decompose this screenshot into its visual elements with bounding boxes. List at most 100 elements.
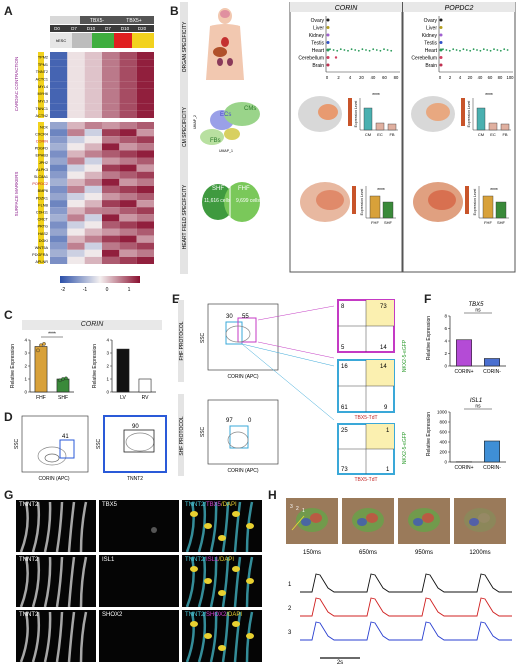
heatmap-cell (67, 207, 85, 215)
calcium-hotspot (366, 513, 378, 523)
heatmap-cell (102, 214, 120, 222)
organ-dot (472, 48, 475, 51)
organ-expression-dots (326, 18, 509, 67)
fhf-gate-1-value: 30 (226, 314, 233, 320)
heatmap-cell (50, 235, 68, 243)
box-category: EC (490, 132, 496, 137)
trace-label: 3 (288, 630, 292, 636)
heatmap-cell (136, 200, 154, 208)
hf-label-fhf: FHF (238, 186, 250, 192)
organ-label: Cerebellum (298, 56, 324, 62)
heatmap-cell (136, 164, 154, 172)
heatmap-cell (84, 52, 102, 60)
quad-blue-lr: 9 (384, 405, 388, 411)
heatmap-cell (136, 110, 154, 118)
heatmap-cell (119, 110, 137, 118)
organ-dot (489, 49, 492, 52)
organ-label: Kidney (309, 33, 325, 39)
box-category: SHF (497, 220, 506, 225)
heatmap-cell (119, 221, 137, 229)
cm-boxplot-corin: CM EC FB **** Expression Level (354, 93, 398, 137)
box-ylabel: Expression Level (360, 188, 364, 215)
box-ylabel: Expression Level (467, 100, 471, 127)
y-tick-label: 2 (24, 364, 27, 369)
section-bar-surface (38, 122, 44, 264)
box-category: SHF (384, 220, 393, 225)
organ-dot (452, 48, 455, 51)
category-label: FHF (36, 395, 46, 401)
nucleus (246, 633, 254, 639)
organ-dot (334, 56, 338, 59)
fiber (19, 611, 29, 662)
category-label: SHF (58, 395, 68, 401)
bar (483, 440, 500, 463)
fiber (19, 501, 29, 552)
heatmap-cell (67, 66, 85, 74)
scalebar-label: 2s (337, 660, 343, 664)
organ-dot (326, 26, 330, 29)
nucleus (190, 566, 198, 572)
nucleus (246, 578, 254, 584)
heatmap-cell (50, 228, 68, 236)
bar-point (58, 378, 62, 383)
group-tbx5pos-label: TBX5+ (126, 18, 142, 24)
gene-label: TNNT2 (36, 70, 48, 74)
heatmap-cell (119, 157, 137, 165)
fhf-facs-frame (207, 303, 279, 371)
quad-blue-highlight (366, 360, 394, 386)
fiber (31, 501, 41, 552)
bar (483, 358, 500, 367)
heatmap-cell (102, 110, 120, 118)
heatmap-cell (102, 228, 120, 236)
heatmap-cell (136, 214, 154, 222)
organ-dot (354, 49, 357, 51)
heatmap-cell (50, 52, 68, 60)
micrograph: TNNT2/SHOX2/DAPI (182, 610, 262, 662)
facs-plot-2-contour (125, 432, 155, 452)
heatmap-cell (67, 81, 85, 89)
gene-label: SLC8A1 (34, 175, 48, 179)
fhf-xlabel: CORIN (APC) (227, 374, 258, 380)
merge-tnnt2: TNNT2/ (185, 502, 206, 508)
cond-tbx5pos-nkxneg (114, 33, 132, 48)
nkx-label-2: NKX2-5-eGFP (402, 431, 408, 464)
region-arrow (291, 515, 305, 531)
heatmap-cell (102, 221, 120, 229)
organ-dot (442, 48, 444, 51)
umap-axis-x: UMAP_1 (219, 149, 233, 153)
box (495, 201, 507, 219)
box-sig: **** (490, 188, 498, 194)
heatmap-cell (136, 150, 154, 158)
cm-boxplot-popdc2: CM EC FB **** Expression Level (467, 93, 511, 137)
organ-dot (448, 49, 451, 52)
organ-dot (439, 18, 443, 22)
heatmap-cell (50, 207, 68, 215)
organ-tick: 80 (498, 75, 503, 80)
calcium-trace (300, 597, 512, 617)
micrograph-label: SHOX2 (102, 612, 123, 618)
organ-tick: 4 (459, 75, 462, 80)
facs-plot-2-gate (123, 429, 155, 453)
popdc2-title-bg (403, 2, 515, 12)
heatmap-cell (84, 249, 102, 257)
organ-dot (326, 48, 330, 52)
organ-dot (343, 49, 346, 51)
heatmap-cell (67, 74, 85, 82)
gene2-title: POPDC2 (445, 5, 474, 12)
organ-dot (336, 49, 339, 52)
heatmap-cells (50, 52, 154, 264)
heatmap-cell (67, 88, 85, 96)
heart-field-split-plot: SHF FHF 11,616 cells 9,699 cells (202, 182, 260, 224)
heatmap-cell (136, 129, 154, 137)
organ-tick: 2 (449, 75, 452, 80)
organ-dot (482, 48, 485, 51)
heatmap-cell (102, 249, 120, 257)
heatmap-cell (67, 256, 85, 264)
scale-tick-1: -1 (83, 287, 88, 293)
heatmap-cell (67, 249, 85, 257)
micrograph: TNNT2 (16, 555, 96, 607)
organ-label: Heart (425, 48, 438, 54)
micrograph-label: TNNT2 (19, 557, 39, 563)
organ-dot (332, 49, 335, 51)
